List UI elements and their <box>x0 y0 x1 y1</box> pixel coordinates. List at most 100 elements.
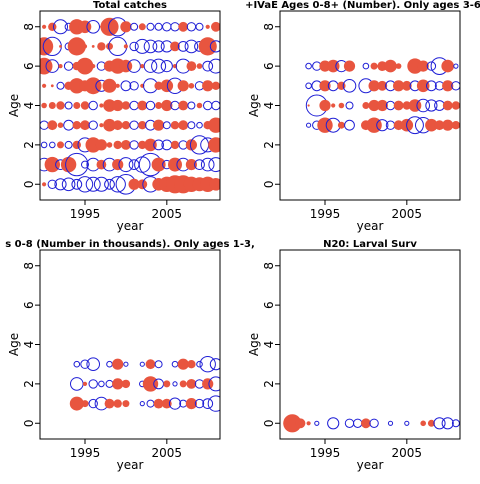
panel-3-bubble-2002-age-1 <box>139 401 145 407</box>
panel-1-bubble-1993-age-1 <box>60 156 77 173</box>
panel-1-bubble-2001-age-0 <box>128 178 140 190</box>
panel-3-bubble-2007-age-2 <box>179 380 187 388</box>
panel-2-bubble-1998-age-6 <box>343 60 356 72</box>
panel-1-bubble-2010-age-4 <box>203 100 213 111</box>
panel-2-bubble-2011-age-4 <box>451 101 460 110</box>
panel-4-bubble-2009-age-0 <box>433 417 446 430</box>
panel-1-bubble-1998-age-0 <box>104 178 115 190</box>
panel-2-y-tick-label-2: 2 <box>262 141 276 149</box>
panel-2-x-tick-label-2005: 2005 <box>392 207 423 221</box>
panel-1-bubble-1996-age-3 <box>88 120 98 130</box>
panel-1-bubble-2004-age-2 <box>153 139 165 151</box>
panel-3-bubble-1997-age-2 <box>98 380 105 388</box>
panel-3-bubble-2010-age-2 <box>202 378 214 390</box>
panel-1-bubble-2009-age-1 <box>194 159 205 171</box>
panel-3-bubble-2010-age-1 <box>202 398 214 410</box>
panel-1-bubble-2007-age-5 <box>177 80 189 92</box>
panel-1-bubble-1991-age-4 <box>48 102 56 109</box>
panel-1-bubble-2001-age-7 <box>129 41 139 52</box>
panel-1-bubble-2004-age-3 <box>153 119 165 131</box>
panel-1-bubble-1994-age-2 <box>72 140 82 150</box>
panel-3-y-axis-label: Age <box>7 333 21 356</box>
panel-3-bubbles <box>69 356 220 412</box>
panel-1-bubble-2001-age-2 <box>129 140 139 150</box>
panel-1-bubble-2001-age-4 <box>129 100 139 111</box>
panel-1-bubble-2011-age-6 <box>208 58 220 74</box>
panel-2-bubble-2002-age-4 <box>376 99 388 112</box>
panel-3-bubble-1999-age-1 <box>113 399 122 408</box>
panel-4-bubble-2005-age-0 <box>404 420 410 426</box>
panel-1-x-axis-label: year <box>117 219 144 233</box>
panel-3-bubble-2003-age-3 <box>145 359 156 370</box>
panel-1-bubble-2000-age-7 <box>123 44 128 49</box>
panel-1-y-tick-label-8: 8 <box>22 23 36 31</box>
panel-1-bubble-1999-age-5 <box>115 83 120 88</box>
panel-1-bubble-2003-age-2 <box>144 138 157 152</box>
panel-1-bubble-1996-age-6 <box>91 64 96 69</box>
panel-1-bubble-1993-age-6 <box>63 61 74 71</box>
panel-1-bubble-1998-age-2 <box>106 142 113 148</box>
panel-3-y-tick-label-4: 4 <box>22 341 36 349</box>
panel-3-bubble-2011-age-3 <box>209 358 220 371</box>
panel-1-bubble-2008-age-8 <box>186 22 197 32</box>
panel-1-bubble-1992-age-0 <box>54 178 67 191</box>
panel-2-bubble-2005-age-4 <box>402 101 411 110</box>
panel-2-bubble-2000-age-6 <box>362 62 370 70</box>
panel-2-bubble-1993-age-5 <box>305 82 312 90</box>
panel-1-bubble-1995-age-3 <box>80 120 90 131</box>
panel-1-bubble-2000-age-3 <box>121 121 131 130</box>
panel-3-bubble-2003-age-1 <box>146 399 155 408</box>
panel-2-bubble-2008-age-3 <box>425 118 438 132</box>
panel-1-bubble-2003-age-4 <box>145 100 156 111</box>
panel-3-bubble-2007-age-3 <box>177 358 189 370</box>
panel-2-y-axis-label: Age <box>247 94 261 117</box>
panel-3-bubble-1996-age-3 <box>86 357 100 372</box>
panel-3-bubble-2005-age-1 <box>161 398 172 409</box>
panel-1-bubble-2000-age-5 <box>120 80 132 92</box>
panel-4-bubbles <box>283 414 460 433</box>
panel-1-bubble-1997-age-0 <box>93 176 109 192</box>
panel-1-bubble-1992-age-4 <box>56 101 65 110</box>
panel-1-bubble-1996-age-7 <box>91 45 95 48</box>
panel-1-bubble-2004-age-7 <box>152 40 165 53</box>
panel-2-bubble-1995-age-5 <box>319 80 331 92</box>
panel-1-bubble-2011-age-1 <box>208 157 220 173</box>
panel-1-bubble-1991-age-8 <box>48 22 57 31</box>
panel-2-bubble-2004-age-6 <box>395 63 402 69</box>
panel-1-bubble-1995-age-1 <box>81 160 89 169</box>
panel-1-bubble-1991-age-3 <box>47 120 58 131</box>
panel-1-bubble-2002-age-3 <box>138 121 147 130</box>
panel-4-bubble-2000-age-0 <box>361 418 371 429</box>
panel-1-title: Total catches <box>93 0 167 11</box>
panel-1-bubble-1992-age-7 <box>59 45 62 48</box>
panel-3-bubble-2009-age-1 <box>194 398 205 409</box>
panel-1-bubble-1997-age-1 <box>96 159 107 170</box>
panel-3-bubble-2004-age-1 <box>153 398 164 409</box>
panel-2-bubble-2004-age-5 <box>393 80 405 92</box>
panel-1-y-tick-label-4: 4 <box>22 102 36 110</box>
panel-3-bubble-2000-age-2 <box>121 379 131 389</box>
panel-2-bubble-2008-age-4 <box>425 99 438 112</box>
panel-3-bubble-2004-age-3 <box>154 360 163 369</box>
panel-4-bubble-1999-age-0 <box>353 418 363 428</box>
panel-2-bubble-2000-age-4 <box>362 102 370 109</box>
panel-1-bubble-2011-age-2 <box>208 137 220 153</box>
panel-4-bubble-1998-age-0 <box>344 418 355 428</box>
panel-4-x-tick-label-2005: 2005 <box>392 446 423 460</box>
panel-1-bubble-1995-age-0 <box>76 176 94 193</box>
panel-3-y-tick-label-6: 6 <box>22 301 36 309</box>
panel-4-bubble-2003-age-0 <box>387 420 394 426</box>
panel-2-bubble-2007-age-5 <box>416 79 430 93</box>
panel-1-bubble-1995-age-6 <box>76 57 94 75</box>
panel-1-bubble-2008-age-5 <box>188 83 195 89</box>
panel-1-bubble-1991-age-2 <box>49 141 56 149</box>
panel-1-bubble-2005-age-8 <box>162 22 172 32</box>
panel-1-bubble-1995-age-7 <box>82 44 88 49</box>
panel-3-y-tick-label-0: 0 <box>22 419 36 427</box>
panel-1-bubble-1991-age-1 <box>44 156 60 173</box>
panel-3-bubble-1998-age-3 <box>106 360 113 368</box>
panel-1-bubble-1993-age-3 <box>63 119 74 131</box>
panel-4-y-tick-label-8: 8 <box>262 262 276 270</box>
panel-3-y-tick-label-8: 8 <box>22 262 36 270</box>
